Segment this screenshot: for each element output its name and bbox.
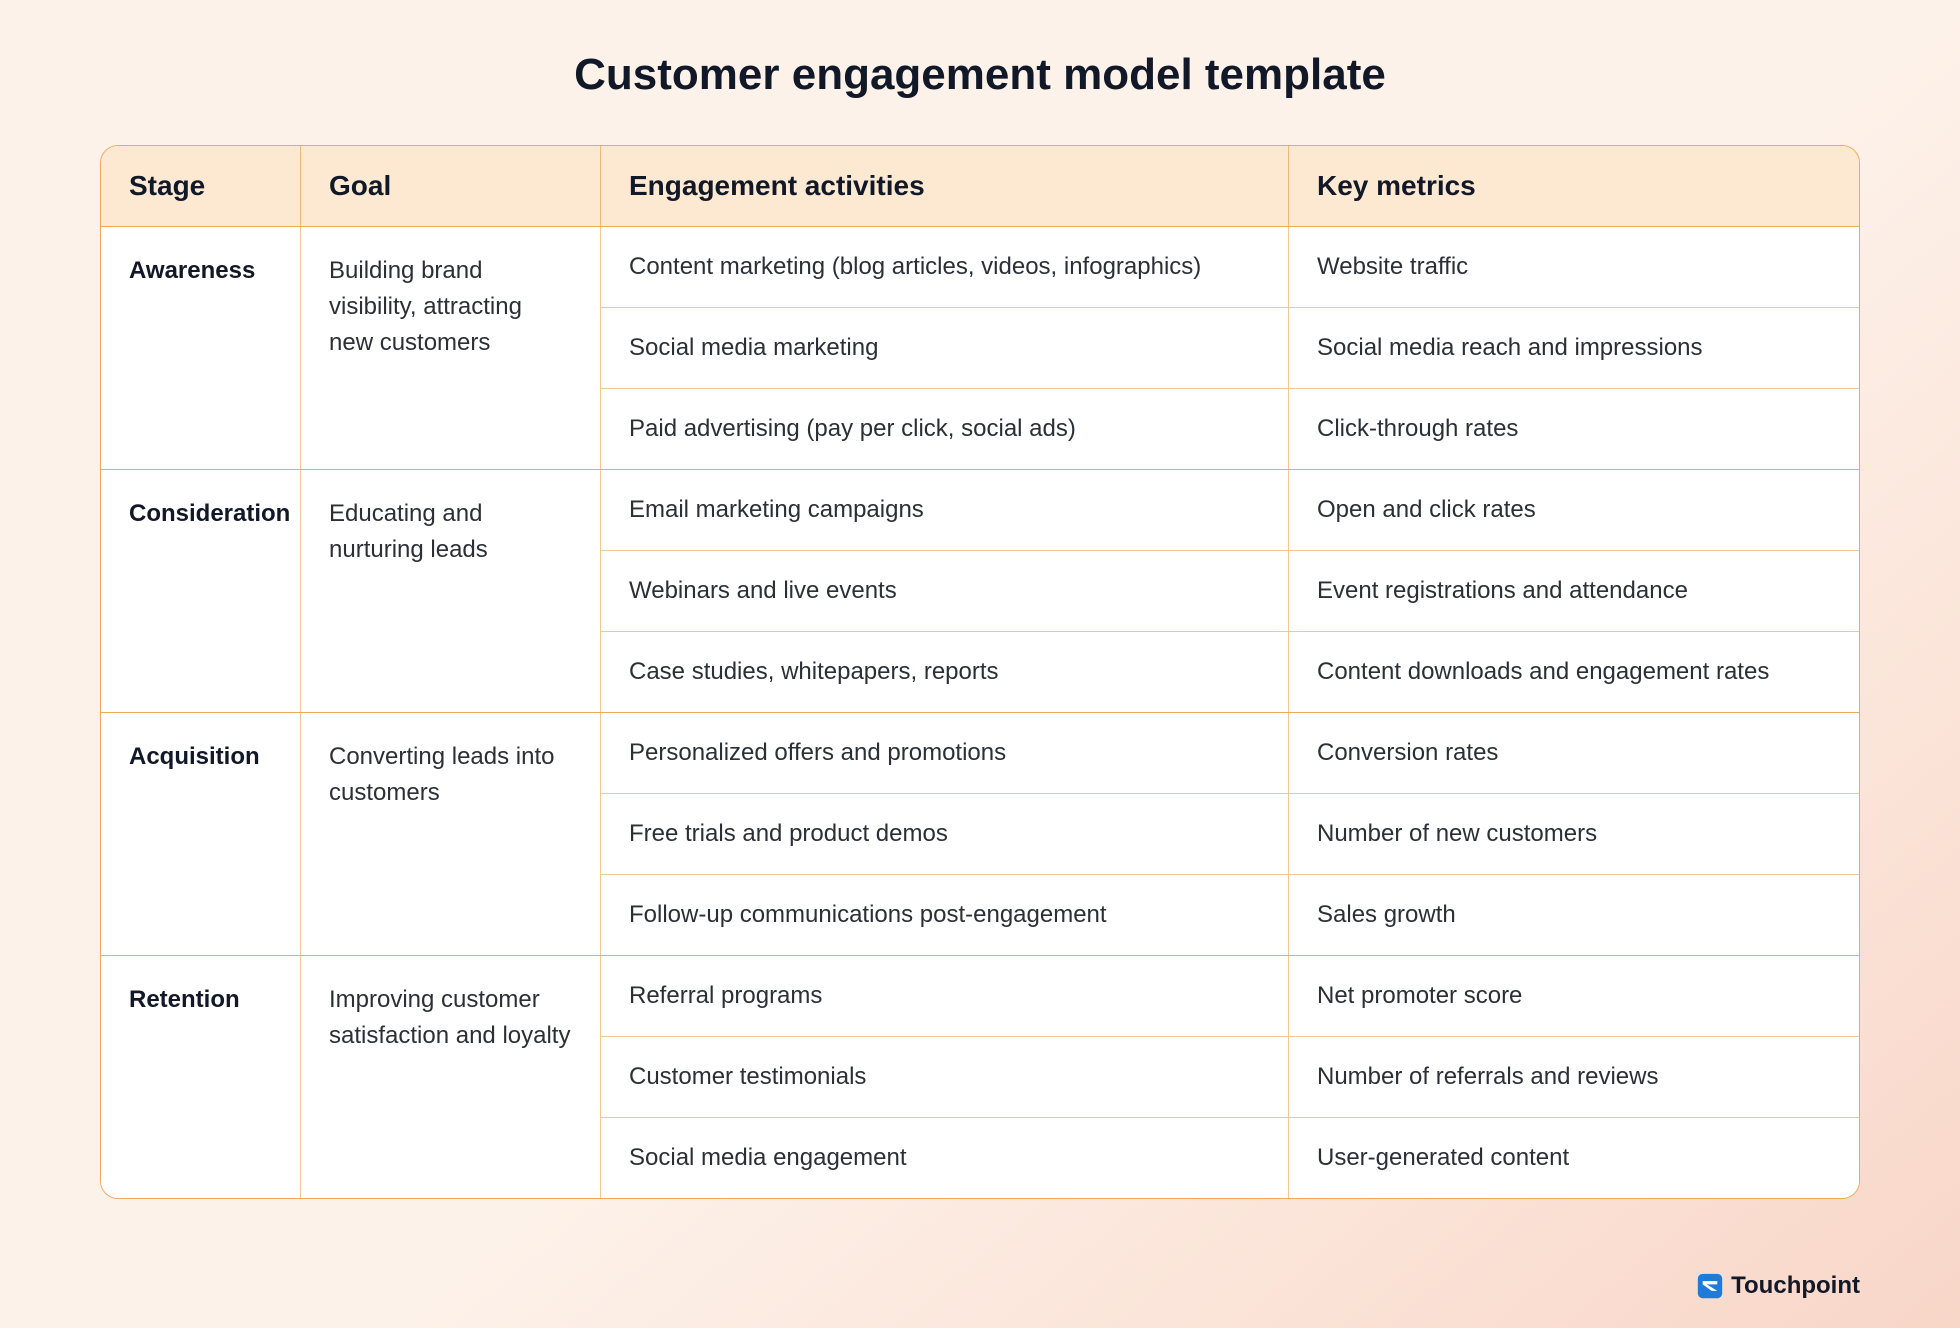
activity-row: Webinars and live eventsEvent registrati… — [601, 550, 1859, 631]
metric-cell: Open and click rates — [1289, 470, 1859, 550]
table-header-row: Stage Goal Engagement activities Key met… — [101, 146, 1859, 226]
activity-row: Email marketing campaignsOpen and click … — [601, 470, 1859, 550]
touchpoint-icon — [1697, 1273, 1723, 1299]
activity-cell: Paid advertising (pay per click, social … — [601, 389, 1289, 469]
stage-name: Acquisition — [101, 713, 301, 955]
metric-cell: Social media reach and impressions — [1289, 308, 1859, 388]
activity-row: Social media marketingSocial media reach… — [601, 307, 1859, 388]
metric-cell: Net promoter score — [1289, 956, 1859, 1036]
metric-cell: Click-through rates — [1289, 389, 1859, 469]
metric-cell: Number of new customers — [1289, 794, 1859, 874]
stage-name: Consideration — [101, 470, 301, 712]
activity-cell: Referral programs — [601, 956, 1289, 1036]
activity-cell: Case studies, whitepapers, reports — [601, 632, 1289, 712]
metric-cell: Sales growth — [1289, 875, 1859, 955]
engagement-table: Stage Goal Engagement activities Key met… — [100, 145, 1860, 1199]
metric-cell: Number of referrals and reviews — [1289, 1037, 1859, 1117]
activity-cell: Customer testimonials — [601, 1037, 1289, 1117]
activity-row: Social media engagementUser-generated co… — [601, 1117, 1859, 1198]
col-header-goal: Goal — [301, 146, 601, 226]
col-header-stage: Stage — [101, 146, 301, 226]
brand-label: Touchpoint — [1731, 1272, 1860, 1300]
activity-cell: Follow-up communications post-engagement — [601, 875, 1289, 955]
stage-name: Awareness — [101, 227, 301, 469]
brand-logo: Touchpoint — [1697, 1272, 1860, 1300]
col-header-metrics: Key metrics — [1289, 146, 1859, 226]
activity-row: Content marketing (blog articles, videos… — [601, 227, 1859, 307]
table-row: AcquisitionConverting leads into custome… — [101, 712, 1859, 955]
activity-row: Case studies, whitepapers, reportsConten… — [601, 631, 1859, 712]
stage-goal: Building brand visibility, attracting ne… — [301, 227, 601, 469]
metric-cell: Website traffic — [1289, 227, 1859, 307]
activity-row: Customer testimonialsNumber of referrals… — [601, 1036, 1859, 1117]
stage-goal: Converting leads into customers — [301, 713, 601, 955]
activity-row: Paid advertising (pay per click, social … — [601, 388, 1859, 469]
metric-cell: Conversion rates — [1289, 713, 1859, 793]
table-body: AwarenessBuilding brand visibility, attr… — [101, 226, 1859, 1198]
activity-cell: Free trials and product demos — [601, 794, 1289, 874]
metric-cell: User-generated content — [1289, 1118, 1859, 1198]
stage-goal: Educating and nurturing leads — [301, 470, 601, 712]
metric-cell: Event registrations and attendance — [1289, 551, 1859, 631]
activity-row: Referral programsNet promoter score — [601, 956, 1859, 1036]
table-row: AwarenessBuilding brand visibility, attr… — [101, 226, 1859, 469]
activity-row: Free trials and product demosNumber of n… — [601, 793, 1859, 874]
stage-goal: Improving customer satisfaction and loya… — [301, 956, 601, 1198]
activity-cell: Social media engagement — [601, 1118, 1289, 1198]
activity-row: Follow-up communications post-engagement… — [601, 874, 1859, 955]
table-row: RetentionImproving customer satisfaction… — [101, 955, 1859, 1198]
activity-cell: Content marketing (blog articles, videos… — [601, 227, 1289, 307]
activity-cell: Webinars and live events — [601, 551, 1289, 631]
stage-name: Retention — [101, 956, 301, 1198]
page-title: Customer engagement model template — [100, 50, 1860, 100]
activity-row: Personalized offers and promotionsConver… — [601, 713, 1859, 793]
metric-cell: Content downloads and engagement rates — [1289, 632, 1859, 712]
table-row: ConsiderationEducating and nurturing lea… — [101, 469, 1859, 712]
col-header-activities: Engagement activities — [601, 146, 1289, 226]
activity-cell: Social media marketing — [601, 308, 1289, 388]
activity-cell: Personalized offers and promotions — [601, 713, 1289, 793]
activity-cell: Email marketing campaigns — [601, 470, 1289, 550]
